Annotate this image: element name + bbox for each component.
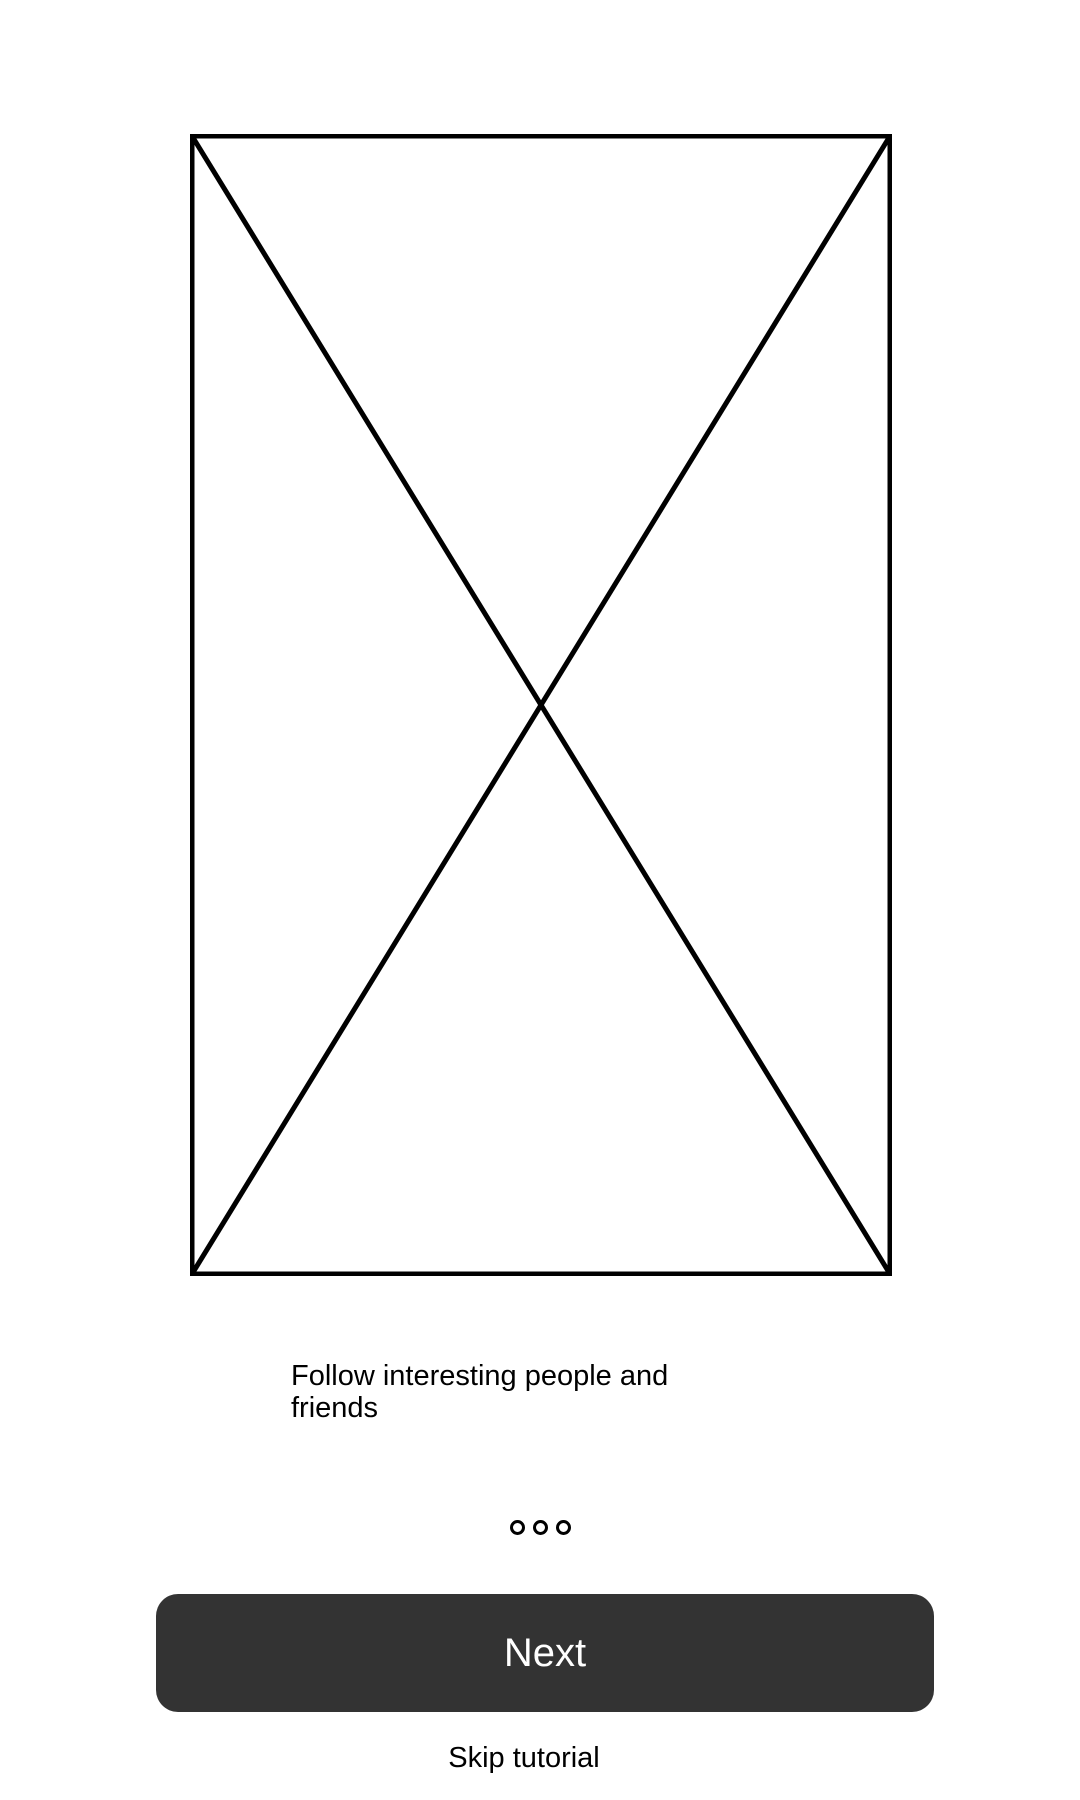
page-indicator-dot[interactable]: [509, 1520, 525, 1535]
page-indicator: [0, 1520, 1080, 1535]
next-button[interactable]: Next: [156, 1594, 934, 1712]
image-placeholder-graphic: [190, 134, 892, 1276]
skip-tutorial-link[interactable]: Skip tutorial: [448, 1742, 600, 1774]
page-indicator-dot[interactable]: [555, 1520, 571, 1535]
page-indicator-dot[interactable]: [532, 1520, 548, 1535]
image-placeholder-icon: [190, 134, 892, 1276]
onboarding-description: Follow interesting people and friends: [291, 1360, 669, 1424]
placeholder-diagonal-line: [190, 134, 892, 1276]
